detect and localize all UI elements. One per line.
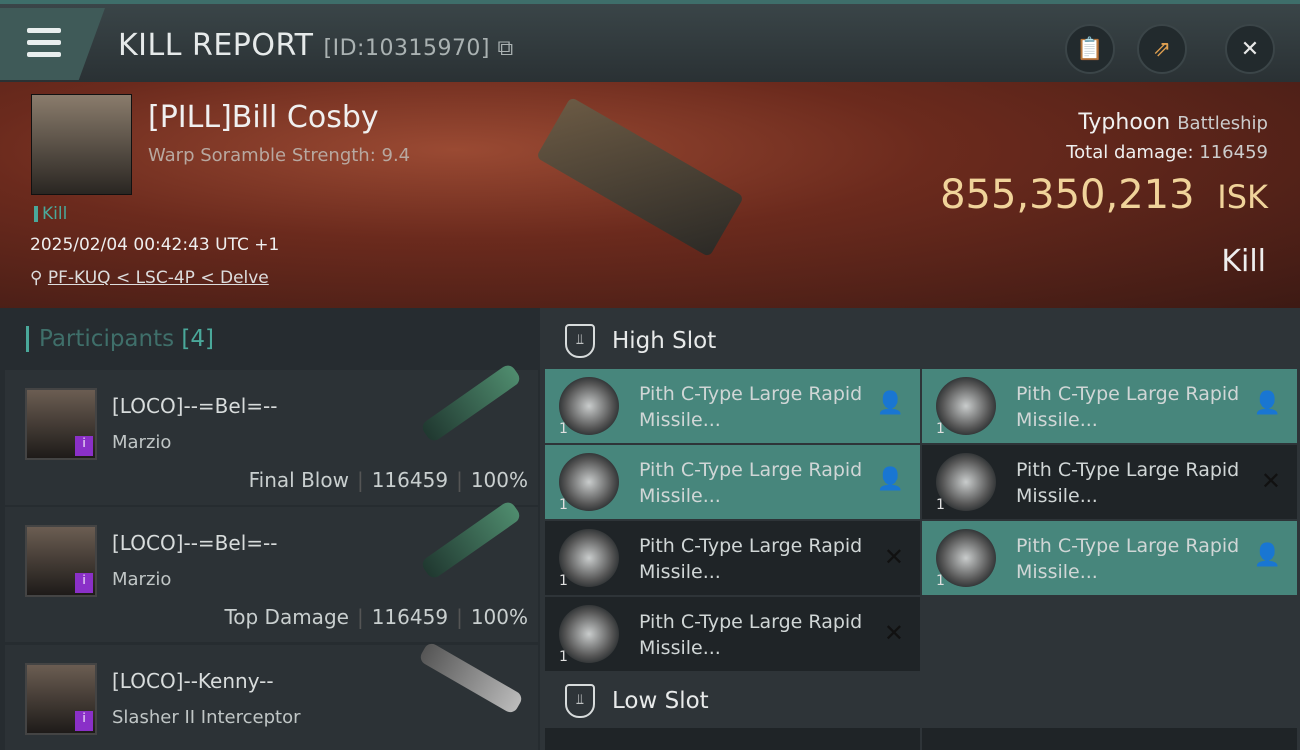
isk-value: 855,350,213 ISK (940, 172, 1268, 218)
participant-row[interactable]: i [LOCO]--=Bel=-- Marzio Top Damage | 1164… (5, 499, 538, 642)
module-qty: 1 (936, 573, 945, 589)
module-qty: 1 (936, 421, 945, 437)
module-cell[interactable]: 1 Pith C-Type Large Rapid Missile... 👤 (922, 521, 1297, 595)
share-icon[interactable]: ⇗ (1137, 24, 1187, 74)
module-qty: 1 (559, 497, 568, 513)
module-cell[interactable]: 1 Pith C-Type Large Rapid Missile... 👤 (545, 445, 920, 519)
copy-icon[interactable]: ⧉ (490, 36, 514, 61)
module-name: Pith C-Type Large Rapid Missile... (1016, 535, 1240, 583)
info-badge[interactable]: i (75, 436, 93, 456)
kill-datetime: 2025/02/04 00:42:43 UTC +1 (30, 235, 280, 255)
low-slot-header: ⫫ Low Slot (545, 670, 1300, 730)
participant-ship-image (419, 362, 523, 444)
participant-avatar[interactable]: i (25, 525, 97, 597)
kill-tag: Kill (34, 206, 67, 223)
low-slot-icon: ⫫ (565, 684, 595, 718)
victim-avatar[interactable] (31, 94, 132, 195)
participant-ship: Marzio (112, 569, 172, 590)
module-cell[interactable] (545, 728, 920, 750)
participant-ship: Slasher II Interceptor (112, 707, 301, 728)
participant-name: [LOCO]--=Bel=-- (112, 531, 278, 555)
high-slot-header: ⫫ High Slot (545, 310, 1300, 370)
module-icon (936, 377, 996, 435)
high-slot-icon: ⫫ (565, 324, 595, 358)
destroyed-x-icon: ✕ (883, 543, 904, 571)
module-cell[interactable]: 1 Pith C-Type Large Rapid Missile... ✕ (545, 597, 920, 671)
participant-stats: Top Damage | 116459 | 100% (224, 605, 528, 629)
result-label: Kill (1221, 244, 1266, 279)
participant-name: [LOCO]--=Bel=-- (112, 394, 278, 418)
module-cell[interactable] (922, 728, 1297, 750)
person-icon: 👤 (876, 391, 904, 416)
module-name: Pith C-Type Large Rapid Missile... (1016, 459, 1240, 507)
ship-type: Typhoon Battleship (1078, 110, 1268, 135)
location-pin-icon: ⚲ (30, 268, 48, 288)
victim-name[interactable]: [PILL]Bill Cosby (148, 100, 379, 135)
location-link[interactable]: ⚲ PF-KUQ < LSC-4P < Delve (30, 268, 269, 288)
person-icon: 👤 (1253, 543, 1281, 568)
module-cell[interactable]: 1 Pith C-Type Large Rapid Missile... ✕ (922, 445, 1297, 519)
participant-name: [LOCO]--Kenny-- (112, 669, 274, 693)
person-icon: 👤 (1253, 391, 1281, 416)
victim-banner: [PILL]Bill Cosby Warp Soramble Strength:… (0, 82, 1300, 308)
close-icon[interactable]: ✕ (1225, 24, 1275, 74)
destroyed-x-icon: ✕ (883, 619, 904, 647)
module-cell[interactable]: 1 Pith C-Type Large Rapid Missile... 👤 (922, 369, 1297, 443)
participant-ship: Marzio (112, 432, 172, 453)
module-icon (936, 453, 996, 511)
module-cell[interactable]: 1 Pith C-Type Large Rapid Missile... ✕ (545, 521, 920, 595)
module-icon (559, 377, 619, 435)
module-icon (559, 453, 619, 511)
victim-ship-image (535, 96, 745, 258)
person-icon: 👤 (876, 467, 904, 492)
destroyed-x-icon: ✕ (1260, 467, 1281, 495)
module-icon (936, 529, 996, 587)
module-name: Pith C-Type Large Rapid Missile... (639, 459, 863, 507)
module-name: Pith C-Type Large Rapid Missile... (1016, 383, 1240, 431)
participant-row[interactable]: i [LOCO]--Kenny-- Slasher II Interceptor (5, 640, 538, 750)
participant-stats: Final Blow | 116459 | 100% (248, 468, 528, 492)
info-badge[interactable]: i (75, 711, 93, 731)
module-icon (559, 605, 619, 663)
clipboard-icon[interactable]: 📋 (1065, 24, 1115, 74)
participant-avatar[interactable]: i (25, 388, 97, 460)
victim-subtitle: Warp Soramble Strength: 9.4 (148, 145, 411, 166)
module-qty: 1 (559, 421, 568, 437)
page-title: KILL REPORT [ID:10315970] ⧉ (118, 28, 514, 63)
participants-title: Participants [4] (26, 326, 214, 352)
participant-avatar[interactable]: i (25, 663, 97, 735)
module-name: Pith C-Type Large Rapid Missile... (639, 383, 863, 431)
info-badge[interactable]: i (75, 573, 93, 593)
module-name: Pith C-Type Large Rapid Missile... (639, 611, 863, 659)
kill-id: [ID:10315970] (323, 36, 491, 61)
participant-ship-image (417, 640, 525, 716)
participant-ship-image (419, 499, 523, 581)
module-qty: 1 (559, 573, 568, 589)
total-damage: Total damage: 116459 (1066, 142, 1268, 163)
menu-button[interactable] (0, 8, 105, 80)
module-qty: 1 (936, 497, 945, 513)
module-icon (559, 529, 619, 587)
participant-row[interactable]: i [LOCO]--=Bel=-- Marzio Final Blow | 1164… (5, 362, 538, 505)
module-qty: 1 (559, 649, 568, 665)
module-name: Pith C-Type Large Rapid Missile... (639, 535, 863, 583)
header-bar: KILL REPORT [ID:10315970] ⧉ 📋 ⇗ ✕ (0, 0, 1300, 82)
module-cell[interactable]: 1 Pith C-Type Large Rapid Missile... 👤 (545, 369, 920, 443)
